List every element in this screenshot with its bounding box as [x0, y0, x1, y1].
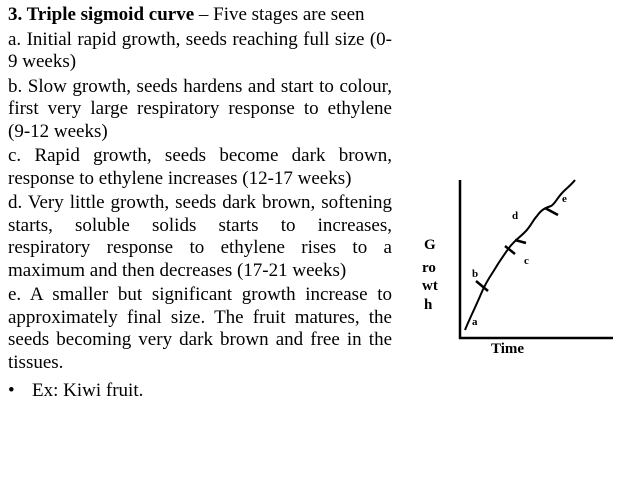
stage-label-d: d	[512, 210, 518, 222]
y-axis-label-1: G	[424, 237, 436, 253]
stage-label-e: e	[562, 193, 567, 205]
y-axis-label-4: h	[424, 297, 433, 313]
stage-a-text: a. Initial rapid growth, seeds reaching …	[8, 28, 392, 73]
example-bullet-item: • Ex: Kiwi fruit.	[8, 380, 392, 403]
stage-label-a: a	[472, 316, 478, 328]
stage-label-b: b	[472, 268, 478, 280]
heading-rest: – Five stages are seen	[194, 4, 365, 25]
stage-tick-cd	[514, 238, 527, 245]
x-axis-label: Time	[491, 341, 524, 357]
stage-tick-bc	[504, 245, 516, 255]
stage-b-text: b. Slow growth, seeds hardens and start …	[8, 75, 392, 142]
heading-bold: 3. Triple sigmoid curve	[8, 4, 195, 25]
stage-label-c: c	[524, 255, 529, 267]
stage-c-text: c. Rapid growth, seeds become dark brown…	[8, 145, 392, 189]
heading: 3. Triple sigmoid curve – Five stages ar…	[8, 4, 392, 27]
y-axis-label-3: wt	[422, 278, 438, 294]
bullet-icon: •	[8, 380, 15, 401]
y-axis-label-2: ro	[422, 260, 436, 276]
stage-tick-ab	[475, 280, 489, 292]
growth-curve	[464, 179, 576, 331]
example-text: Ex: Kiwi fruit.	[32, 380, 144, 401]
stage-d-text: d. Very little growth, seeds dark brown,…	[8, 192, 392, 281]
text-column: 3. Triple sigmoid curve – Five stages ar…	[8, 4, 392, 403]
growth-curve-diagram: G ro wt h Time a b c d e	[422, 179, 613, 357]
stage-e-text: e. A smaller but significant growth incr…	[8, 284, 392, 373]
stage-tick-de	[544, 206, 559, 217]
